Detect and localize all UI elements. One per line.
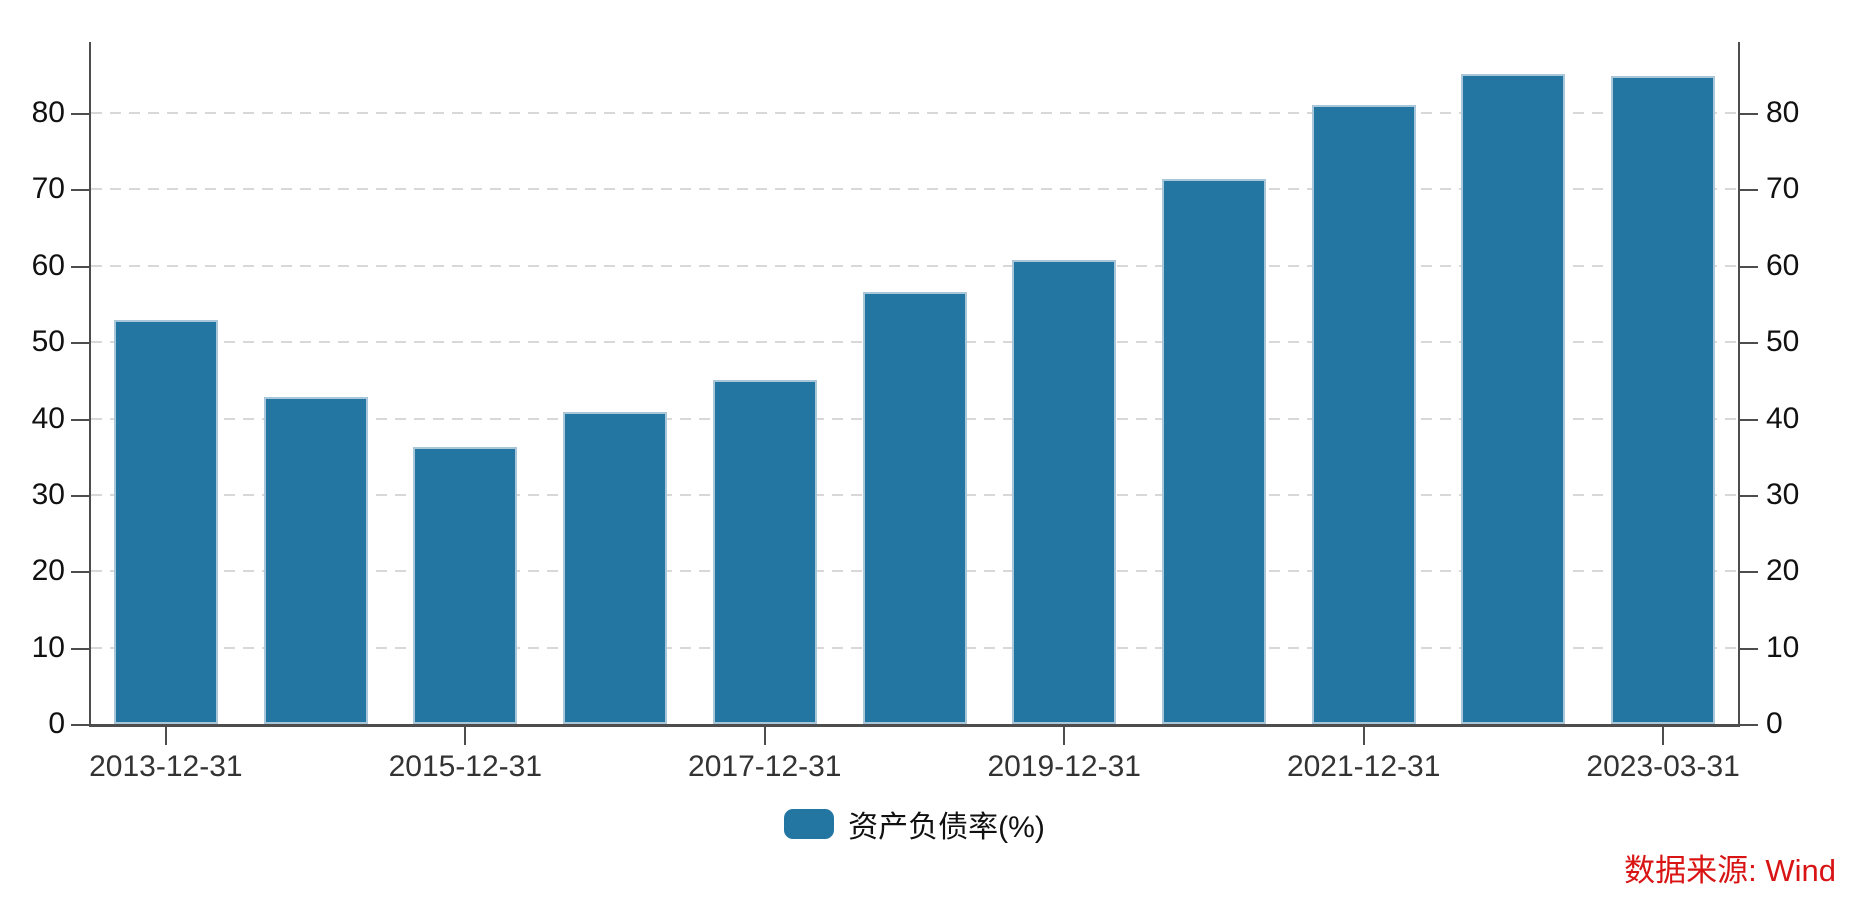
y-axis-right [1738, 42, 1740, 724]
x-axis-label: 2013-12-31 [89, 750, 243, 783]
y-axis-label-left: 20 [31, 554, 65, 588]
y-axis-label-left: 10 [31, 630, 65, 664]
x-tick [1063, 727, 1066, 745]
x-axis-label: 2017-12-31 [688, 750, 842, 783]
gridline [91, 112, 1738, 115]
y-axis-label-right: 70 [1766, 172, 1800, 206]
bar-2014-12-31[interactable] [263, 397, 368, 724]
x-tick [464, 727, 467, 745]
x-axis-label: 2015-12-31 [388, 750, 543, 783]
y-axis-label-right: 10 [1766, 630, 1800, 664]
y-axis-label-right: 80 [1766, 96, 1800, 130]
y-tick-right [1740, 724, 1758, 726]
bar-2013-12-31[interactable] [113, 319, 218, 724]
bar-2018-12-31[interactable] [862, 292, 967, 724]
y-tick-right [1740, 189, 1758, 192]
x-axis-label: 2021-12-31 [1286, 750, 1441, 783]
y-tick-right [1740, 494, 1758, 497]
y-tick-left [71, 494, 89, 497]
y-tick-right [1740, 342, 1758, 345]
gridline [91, 188, 1738, 191]
bar-2022-12-31[interactable] [1461, 74, 1566, 724]
x-axis [89, 724, 1740, 727]
x-tick [1662, 727, 1665, 745]
legend-label: 资产负债率(%) [848, 811, 1045, 844]
x-tick [763, 727, 766, 745]
y-axis-left [89, 42, 91, 724]
y-axis-label-left: 30 [31, 477, 65, 511]
x-tick [1362, 727, 1365, 745]
bar-2017-12-31[interactable] [712, 380, 817, 724]
y-tick-left [71, 647, 89, 650]
bar-2016-12-31[interactable] [563, 411, 668, 724]
gridline [91, 264, 1738, 267]
y-axis-label-right: 40 [1766, 401, 1800, 435]
x-tick [164, 727, 167, 745]
y-axis-label-left: 60 [31, 248, 65, 282]
y-tick-left [71, 189, 89, 192]
y-tick-right [1740, 113, 1758, 116]
y-tick-right [1740, 647, 1758, 650]
bar-2015-12-31[interactable] [413, 446, 518, 724]
y-axis-label-left: 40 [31, 401, 65, 435]
y-axis-label-right: 60 [1766, 248, 1800, 282]
y-axis-label-left: 50 [31, 325, 65, 359]
y-axis-label-left: 80 [31, 96, 65, 130]
bar-2021-12-31[interactable] [1311, 104, 1416, 724]
y-tick-left [71, 265, 89, 268]
y-axis-label-left: 70 [31, 172, 65, 206]
x-axis-label: 2019-12-31 [987, 750, 1141, 783]
y-tick-left [71, 418, 89, 421]
y-axis-label-right: 20 [1766, 554, 1800, 588]
x-axis-label: 2023-03-31 [1586, 750, 1740, 783]
bar-2020-12-31[interactable] [1161, 178, 1266, 724]
bar-2019-12-31[interactable] [1012, 260, 1117, 724]
y-axis-label-right: 0 [1766, 707, 1783, 740]
y-tick-left [71, 571, 89, 574]
y-tick-right [1740, 418, 1758, 421]
y-axis-label-left: 0 [48, 707, 65, 740]
y-tick-right [1740, 571, 1758, 574]
y-tick-left [71, 113, 89, 116]
legend-swatch-icon [784, 809, 835, 839]
y-tick-left [71, 724, 89, 726]
bar-2023-03-31[interactable] [1611, 76, 1716, 724]
legend[interactable]: 资产负债率(%) [91, 802, 1738, 846]
y-tick-left [71, 342, 89, 345]
data-source-label: 数据来源: Wind [1624, 853, 1836, 888]
y-axis-label-right: 30 [1766, 477, 1800, 511]
y-axis-label-right: 50 [1766, 325, 1800, 359]
y-tick-right [1740, 265, 1758, 268]
